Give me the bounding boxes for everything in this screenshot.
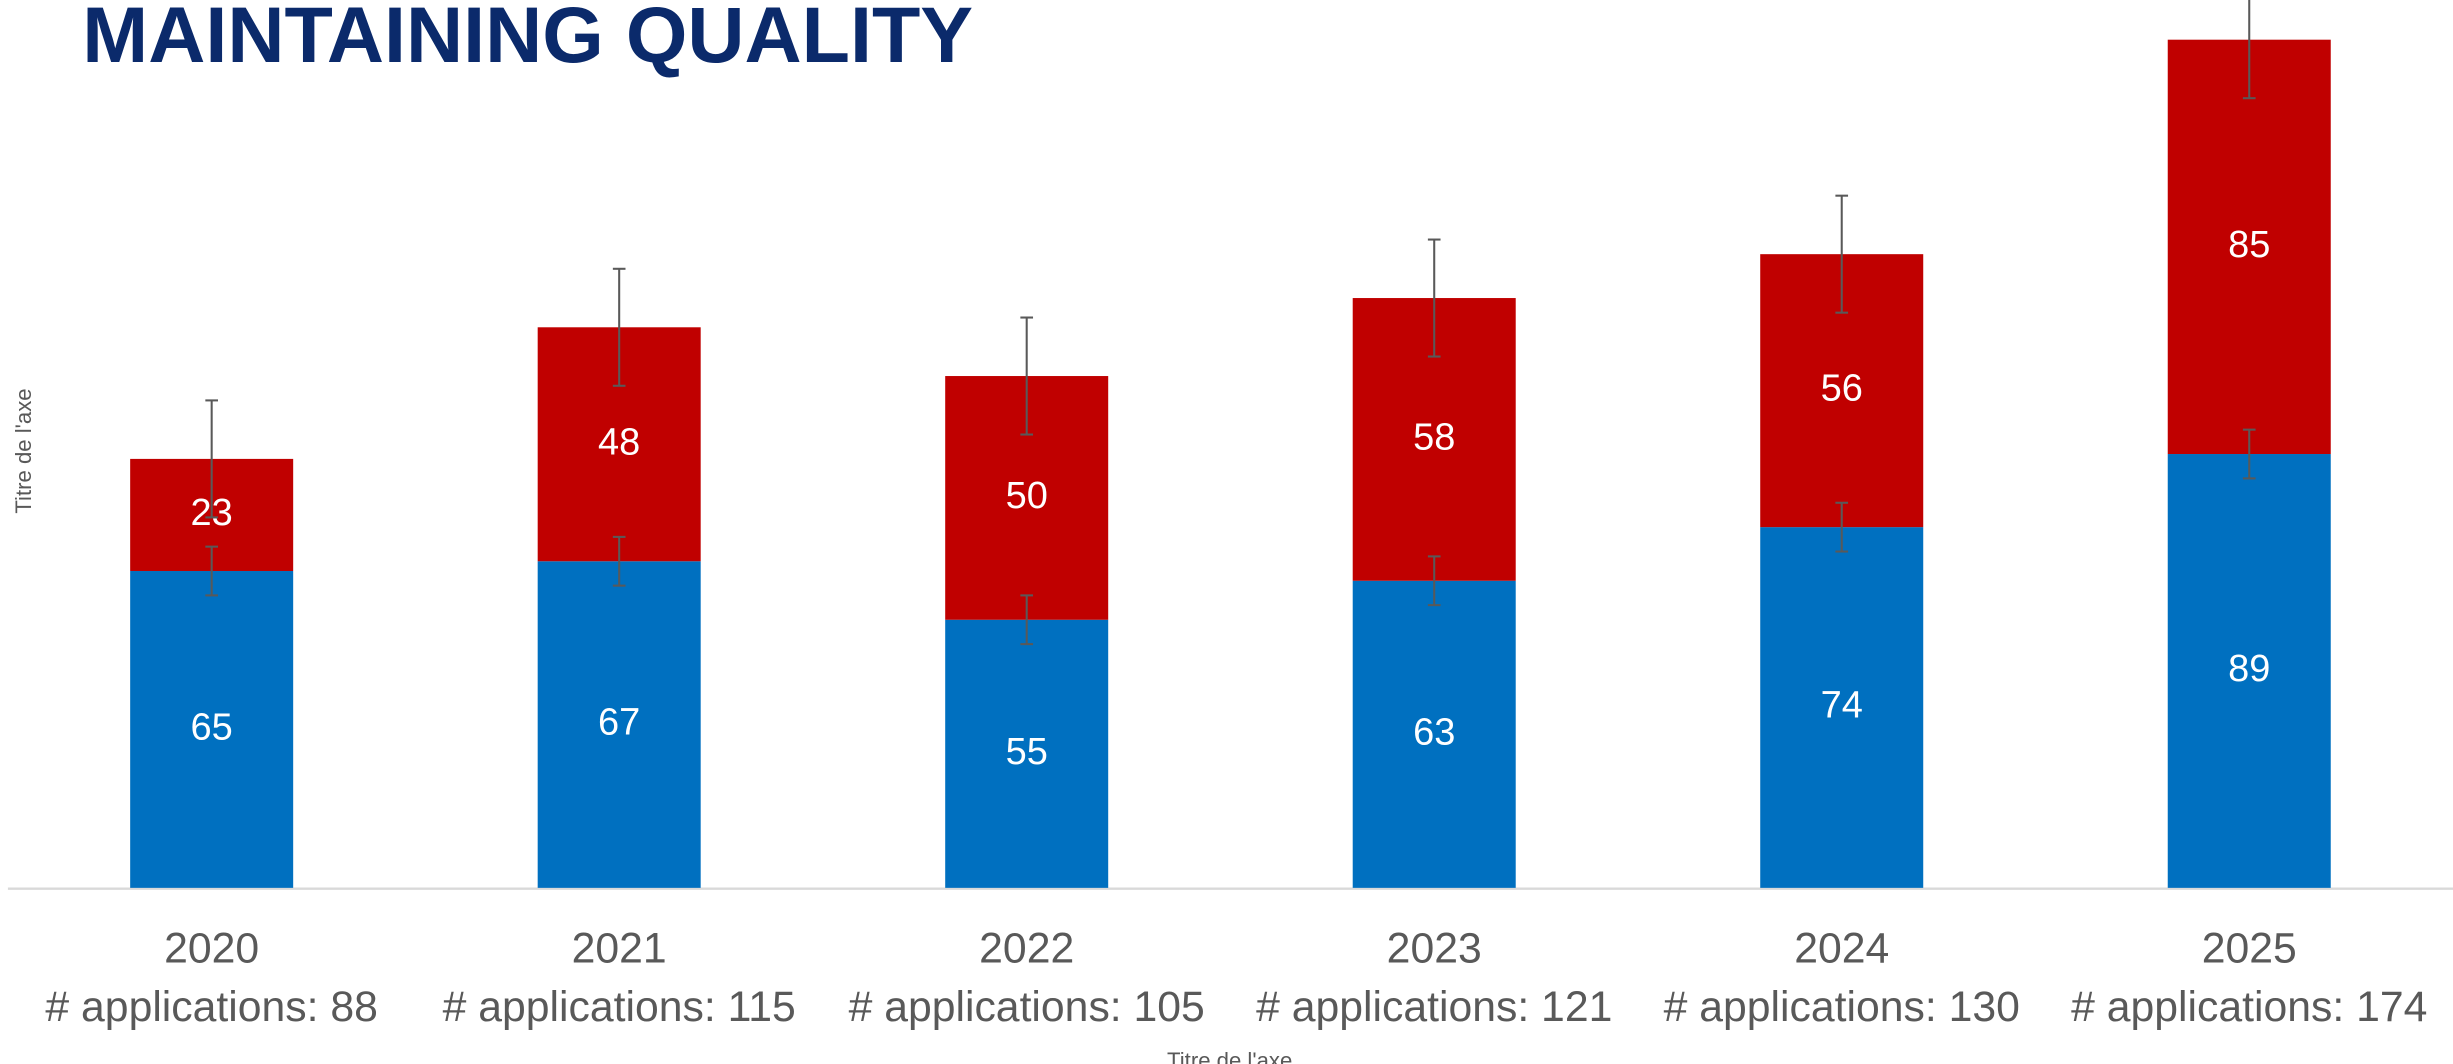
- x-tick-label: 2021: [572, 924, 667, 972]
- data-label: 55: [1006, 731, 1048, 773]
- x-tick-sublabel: # applications: 88: [45, 983, 377, 1031]
- y-axis-title: Titre de l'axe: [11, 388, 36, 513]
- data-label: 58: [1413, 416, 1455, 458]
- bar-segment: [537, 561, 701, 888]
- error-bar: [1427, 238, 1441, 358]
- bar-segment: [130, 571, 294, 888]
- error-bar: [1020, 316, 1034, 436]
- bar-segment: [1352, 580, 1516, 888]
- x-tick-label: 2024: [1794, 924, 1889, 972]
- x-tick-label: 2025: [2202, 924, 2297, 972]
- data-label: 89: [2228, 648, 2270, 690]
- bar-segment: [2167, 39, 2331, 455]
- x-tick-sublabel: # applications: 174: [2071, 983, 2427, 1031]
- error-bar: [612, 267, 626, 387]
- error-bar: [612, 535, 626, 587]
- x-tick-sublabel: # applications: 121: [1256, 983, 1612, 1031]
- error-bar: [2242, 0, 2256, 100]
- x-tick-label: 2022: [979, 924, 1074, 972]
- bar-segment: [1760, 527, 1924, 888]
- error-bar: [1020, 594, 1034, 646]
- x-tick-label: 2023: [1387, 924, 1482, 972]
- error-bar: [205, 545, 219, 597]
- error-bar: [1835, 194, 1849, 314]
- error-bar: [1835, 501, 1849, 553]
- data-label: 63: [1413, 711, 1455, 753]
- data-label: 48: [598, 421, 640, 463]
- chart-title: MAINTAINING QUALITY: [82, 0, 973, 79]
- x-tick-sublabel: # applications: 115: [443, 983, 796, 1031]
- error-bar: [205, 399, 219, 519]
- data-label: 85: [2228, 224, 2270, 266]
- data-label: 50: [1006, 475, 1048, 517]
- bar-segment: [945, 619, 1109, 888]
- data-label: 65: [191, 706, 233, 748]
- x-axis-title: Titre de l'axe: [1167, 1048, 1292, 1064]
- data-label: 74: [1821, 685, 1863, 727]
- bar-segment: [2167, 454, 2331, 888]
- data-label: 56: [1821, 368, 1863, 410]
- data-label: 67: [598, 702, 640, 744]
- x-tick-sublabel: # applications: 130: [1664, 983, 2020, 1031]
- x-tick-label: 2020: [164, 924, 259, 972]
- x-tick-sublabel: # applications: 105: [849, 983, 1205, 1031]
- error-bar: [1427, 555, 1441, 607]
- error-bar: [2242, 428, 2256, 480]
